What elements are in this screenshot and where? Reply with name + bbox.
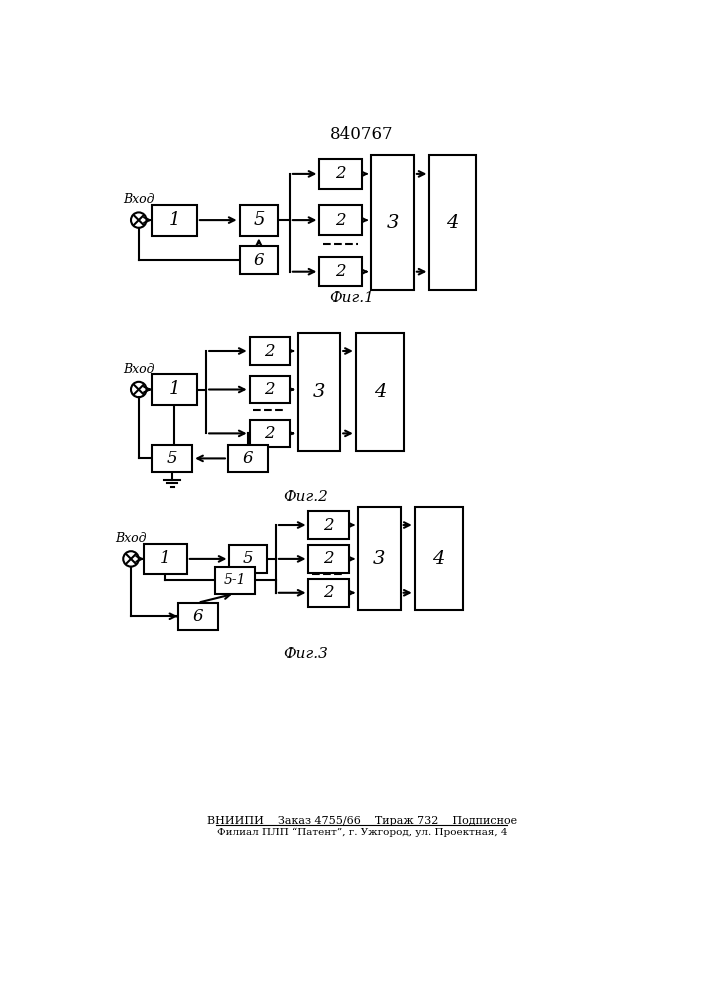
Text: 4: 4 <box>373 383 386 401</box>
Text: Фиг.2: Фиг.2 <box>283 490 328 504</box>
Text: 3: 3 <box>312 383 325 401</box>
Bar <box>152 205 197 235</box>
Bar <box>152 374 197 405</box>
Text: 2: 2 <box>264 425 275 442</box>
Bar <box>240 246 279 274</box>
Bar <box>308 545 349 573</box>
Bar <box>215 567 255 594</box>
Bar <box>308 511 349 539</box>
Text: 2: 2 <box>264 342 275 360</box>
Text: 6: 6 <box>243 450 253 467</box>
Bar <box>250 337 290 365</box>
Text: 2: 2 <box>264 381 275 398</box>
Text: ВНИИПИ    Заказ 4755/66    Тираж 732    Подписное: ВНИИПИ Заказ 4755/66 Тираж 732 Подписное <box>207 816 517 826</box>
Text: 4: 4 <box>433 550 445 568</box>
Text: 2: 2 <box>323 550 334 567</box>
Text: 3: 3 <box>386 214 399 232</box>
Bar <box>228 445 268 472</box>
Bar <box>240 205 279 235</box>
Text: 2: 2 <box>323 517 334 534</box>
Text: 5: 5 <box>253 211 264 229</box>
Text: 2: 2 <box>335 263 346 280</box>
Text: 1: 1 <box>160 550 171 567</box>
Bar <box>230 545 267 573</box>
Text: 6: 6 <box>254 252 264 269</box>
Text: 3: 3 <box>373 550 385 568</box>
Text: 1: 1 <box>169 211 180 229</box>
Text: 840767: 840767 <box>330 126 394 143</box>
Bar <box>308 579 349 607</box>
Bar <box>144 544 187 574</box>
Bar <box>358 507 401 610</box>
Text: 2: 2 <box>335 212 346 229</box>
Text: 4: 4 <box>446 214 459 232</box>
Text: 5-1: 5-1 <box>223 573 246 587</box>
Bar <box>298 333 340 451</box>
Bar <box>152 445 192 472</box>
Text: 5: 5 <box>243 550 253 567</box>
Text: 2: 2 <box>323 584 334 601</box>
Text: Вход: Вход <box>123 363 155 376</box>
Bar <box>414 507 462 610</box>
Bar <box>250 420 290 447</box>
Bar <box>320 257 362 286</box>
Text: Вход: Вход <box>115 532 147 545</box>
Text: Филиал ПЛП “Патент”, г. Ужгород, ул. Проектная, 4: Филиал ПЛП “Патент”, г. Ужгород, ул. Про… <box>217 828 507 837</box>
Text: 6: 6 <box>192 608 203 625</box>
Text: 5: 5 <box>167 450 177 467</box>
Bar <box>177 603 218 630</box>
Bar <box>250 376 290 403</box>
Text: 1: 1 <box>169 380 180 398</box>
Bar <box>371 155 414 290</box>
Bar <box>356 333 404 451</box>
Text: Фиг.1: Фиг.1 <box>329 291 374 305</box>
Bar <box>320 205 362 235</box>
Text: Вход: Вход <box>123 193 155 206</box>
Text: 2: 2 <box>335 165 346 182</box>
Bar <box>429 155 476 290</box>
Bar <box>320 159 362 189</box>
Text: Фиг.3: Фиг.3 <box>283 647 328 661</box>
